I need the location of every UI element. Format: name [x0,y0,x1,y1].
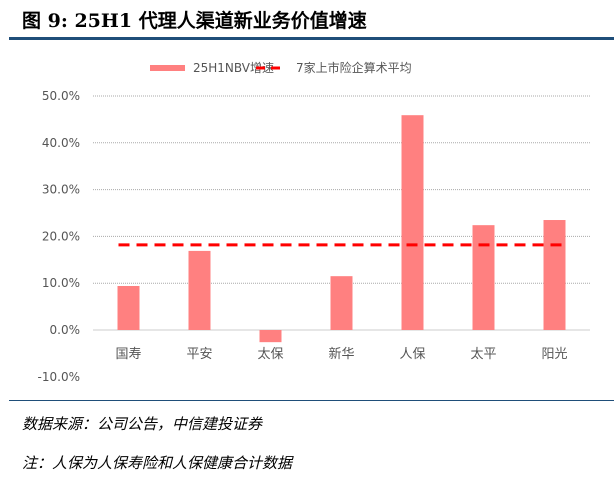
bar-人保 [401,115,424,330]
bar-太保 [259,330,282,343]
bar-新华 [330,276,353,330]
footer-rule [9,400,614,401]
x-tick-label: 太平 [470,347,496,362]
y-tick-label: -10.0% [38,370,80,384]
figure-title: 图 9: 25H1 代理人渠道新业务价值增速 [22,10,367,32]
x-tick-label: 国寿 [115,347,141,362]
x-tick-label: 太保 [257,347,283,362]
bar-平安 [188,250,211,330]
y-tick-label: 50.0% [42,89,80,103]
source-note: 数据来源：公司公告，中信建投证券 [22,415,263,433]
x-tick-label: 阳光 [541,347,567,362]
legend-label-bar: 25H1NBV增速 [193,61,274,75]
footnote: 注：人保为人保寿险和人保健康合计数据 [22,454,293,472]
y-tick-label: 20.0% [42,229,80,243]
y-tick-label: 40.0% [42,136,80,150]
bar-太平 [472,225,495,330]
bar-国寿 [117,286,140,330]
bar-chart: -10.0% 0.0% 10.0% 20.0% 30.0% 40.0% 50.0% 国寿 平安 太… [38,60,590,384]
x-tick-label: 平安 [186,347,212,362]
title-rule [9,37,614,40]
legend-swatch-bar [150,65,185,71]
legend-label-line: 7家上市险企算术平均 [296,60,412,75]
y-tick-label: 30.0% [42,183,80,197]
x-tick-label: 新华 [328,346,354,362]
x-tick-label: 人保 [399,347,425,362]
y-tick-label: 10.0% [42,276,80,290]
bar-阳光 [543,220,566,330]
y-tick-label: 0.0% [50,323,81,337]
